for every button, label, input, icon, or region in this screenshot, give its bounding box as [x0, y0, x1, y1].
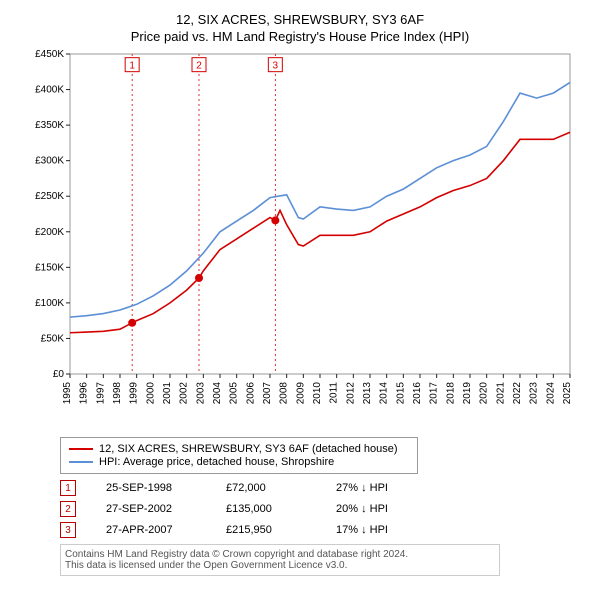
x-tick-label: 2007 [262, 382, 273, 405]
x-tick-label: 2008 [279, 382, 290, 405]
y-tick-label: £100K [35, 298, 64, 309]
x-tick-label: 2025 [562, 382, 573, 405]
y-tick-label: £400K [35, 85, 64, 96]
x-tick-label: 2010 [312, 382, 323, 405]
legend-swatch [69, 461, 93, 463]
x-tick-label: 2013 [362, 382, 373, 405]
legend-label: 12, SIX ACRES, SHREWSBURY, SY3 6AF (deta… [99, 443, 398, 455]
y-tick-label: £450K [35, 49, 64, 60]
x-tick-label: 2014 [379, 382, 390, 405]
footer-line-1: Contains HM Land Registry data © Crown c… [65, 549, 495, 560]
legend-swatch [69, 448, 93, 450]
event-date: 25-SEP-1998 [106, 482, 196, 494]
x-tick-label: 2000 [145, 382, 156, 405]
x-tick-label: 1997 [95, 382, 106, 405]
x-tick-label: 2022 [512, 382, 523, 405]
x-tick-label: 2005 [229, 382, 240, 405]
x-tick-label: 2024 [545, 382, 556, 405]
x-tick-label: 1996 [79, 382, 90, 405]
event-marker-num: 2 [196, 61, 202, 72]
legend-label: HPI: Average price, detached house, Shro… [99, 456, 334, 468]
x-tick-label: 2016 [412, 382, 423, 405]
chart-area: £0 £50K £100K £150K £200K £250K £300K £350K £400… [20, 49, 580, 429]
y-tick-label: £150K [35, 262, 64, 273]
x-tick-label: 2012 [345, 382, 356, 405]
x-tick-label: 1995 [62, 382, 73, 405]
event-num: 2 [60, 501, 76, 517]
event-marker-num: 3 [273, 61, 279, 72]
chart-title-1: 12, SIX ACRES, SHREWSBURY, SY3 6AF [10, 12, 590, 27]
legend-item: HPI: Average price, detached house, Shro… [69, 456, 409, 468]
legend: 12, SIX ACRES, SHREWSBURY, SY3 6AF (deta… [60, 437, 418, 474]
y-tick-label: £350K [35, 120, 64, 131]
event-price: £215,950 [226, 524, 306, 536]
y-tick-label: £50K [41, 333, 65, 344]
legend-item: 12, SIX ACRES, SHREWSBURY, SY3 6AF (deta… [69, 443, 409, 455]
y-tick-label: £300K [35, 156, 64, 167]
footer-line-2: This data is licensed under the Open Gov… [65, 560, 495, 571]
x-tick-label: 2003 [195, 382, 206, 405]
event-row: 2 27-SEP-2002 £135,000 20% ↓ HPI [60, 501, 590, 517]
x-tick-label: 2017 [429, 382, 440, 405]
event-delta: 17% ↓ HPI [336, 524, 388, 536]
event-price: £135,000 [226, 503, 306, 515]
plot-border [70, 54, 570, 374]
x-tick-label: 2004 [212, 382, 223, 405]
x-tick-label: 2011 [329, 382, 340, 404]
footer-attribution: Contains HM Land Registry data © Crown c… [60, 544, 500, 576]
event-price: £72,000 [226, 482, 306, 494]
y-tick-label: £0 [53, 369, 65, 380]
event-delta: 27% ↓ HPI [336, 482, 388, 494]
x-tick-label: 2021 [495, 382, 506, 405]
events-table: 1 25-SEP-1998 £72,000 27% ↓ HPI 2 27-SEP-2002… [60, 480, 590, 538]
x-tick-label: 2001 [162, 382, 173, 405]
event-date: 27-SEP-2002 [106, 503, 196, 515]
event-row: 1 25-SEP-1998 £72,000 27% ↓ HPI [60, 480, 590, 496]
event-date: 27-APR-2007 [106, 524, 196, 536]
x-tick-label: 1998 [112, 382, 123, 405]
event-row: 3 27-APR-2007 £215,950 17% ↓ HPI [60, 522, 590, 538]
x-tick-label: 2015 [395, 382, 406, 405]
x-tick-label: 1999 [129, 382, 140, 405]
x-tick-label: 2006 [245, 382, 256, 405]
chart-title-2: Price paid vs. HM Land Registry's House … [10, 29, 590, 44]
x-tick-label: 2023 [529, 382, 540, 405]
event-delta: 20% ↓ HPI [336, 503, 388, 515]
event-point [195, 274, 203, 282]
y-tick-label: £200K [35, 227, 64, 238]
event-marker-num: 1 [129, 61, 135, 72]
x-tick-label: 2018 [445, 382, 456, 405]
x-tick-label: 2019 [462, 382, 473, 405]
event-point [271, 216, 279, 224]
event-num: 3 [60, 522, 76, 538]
y-tick-label: £250K [35, 191, 64, 202]
x-tick-label: 2009 [295, 382, 306, 405]
event-num: 1 [60, 480, 76, 496]
event-point [128, 319, 136, 327]
x-tick-label: 2020 [479, 382, 490, 405]
x-tick-label: 2002 [179, 382, 190, 405]
